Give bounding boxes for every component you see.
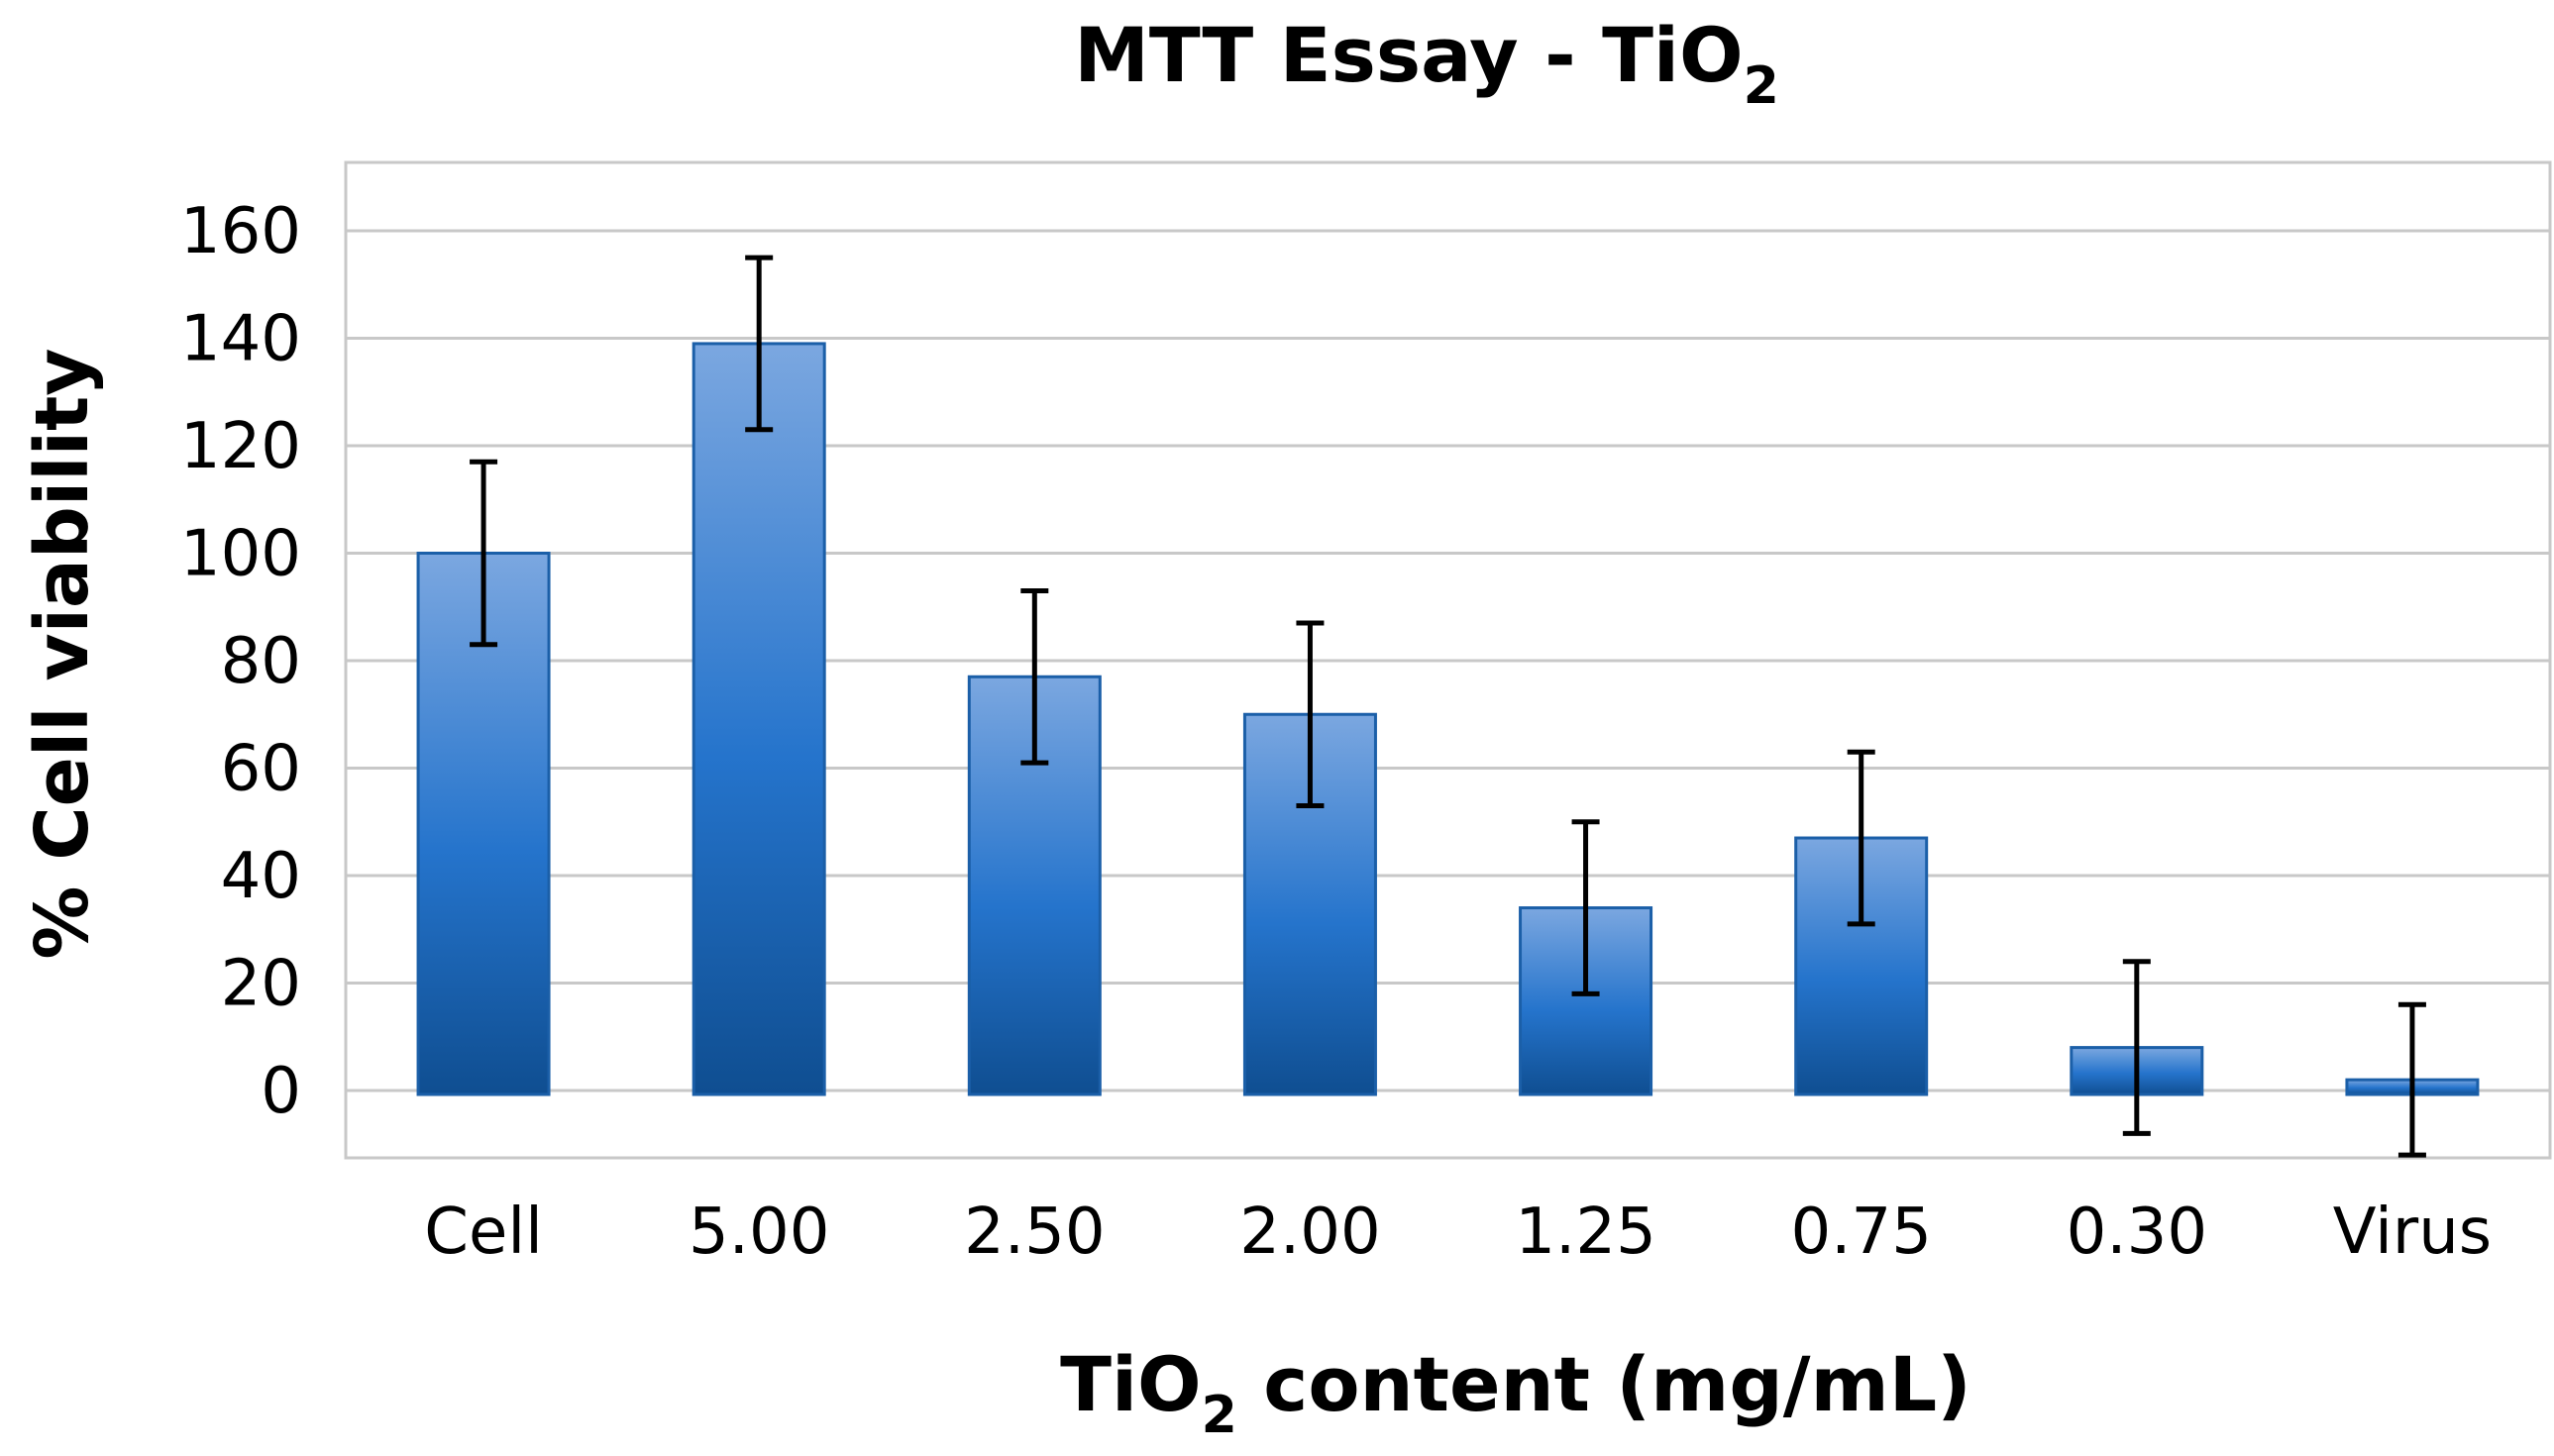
y-tick-label: 120 — [180, 410, 301, 483]
error-bar — [745, 255, 774, 433]
y-tick-label: 160 — [180, 195, 301, 268]
x-tick-labels: Cell 5.00 2.50 2.00 1.25 0.75 0.30 Virus — [424, 1196, 2492, 1269]
x-tick-label: 2.00 — [1239, 1196, 1381, 1269]
x-tick-label: Virus — [2333, 1196, 2492, 1269]
y-tick-label: 20 — [221, 948, 301, 1021]
x-tick-label: 5.00 — [689, 1196, 830, 1269]
error-bar — [2122, 959, 2151, 1136]
x-axis-title-suffix: content (mg/mL) — [1237, 1340, 1971, 1428]
error-bars — [470, 255, 2426, 1158]
x-axis-title-subscript: 2 — [1202, 1386, 1237, 1445]
error-bar — [1296, 620, 1325, 808]
error-bar — [470, 459, 498, 648]
error-bar — [1571, 819, 1600, 996]
chart-title-main: MTT Essay - TiO — [1074, 11, 1743, 99]
y-tick-label: 60 — [221, 733, 301, 806]
bar — [692, 342, 826, 1096]
error-bar — [2397, 1001, 2426, 1158]
x-axis-title: TiO2 content (mg/mL) — [1060, 1340, 1971, 1445]
y-tick-label: 40 — [221, 840, 301, 913]
y-tick-label: 100 — [180, 518, 301, 591]
x-tick-label: 0.75 — [1790, 1196, 1932, 1269]
x-tick-label: 1.25 — [1515, 1196, 1656, 1269]
x-tick-label: 0.30 — [2067, 1196, 2208, 1269]
y-tick-label: 80 — [221, 625, 301, 698]
chart-title-subscript: 2 — [1744, 56, 1779, 116]
x-tick-label: 2.50 — [964, 1196, 1106, 1269]
y-tick-labels: 0 20 40 60 80 100 120 140 160 — [180, 195, 301, 1128]
y-axis-title: % Cell viability — [20, 348, 105, 959]
grid-lines — [346, 229, 2550, 1092]
error-bar — [1020, 587, 1049, 766]
y-tick-label: 0 — [261, 1055, 301, 1128]
x-tick-label: Cell — [424, 1196, 543, 1269]
x-axis-title-prefix: TiO — [1060, 1340, 1202, 1428]
y-tick-label: 140 — [180, 303, 301, 376]
error-bar — [1847, 749, 1875, 927]
chart-title: MTT Essay - TiO2 — [1074, 11, 1779, 116]
